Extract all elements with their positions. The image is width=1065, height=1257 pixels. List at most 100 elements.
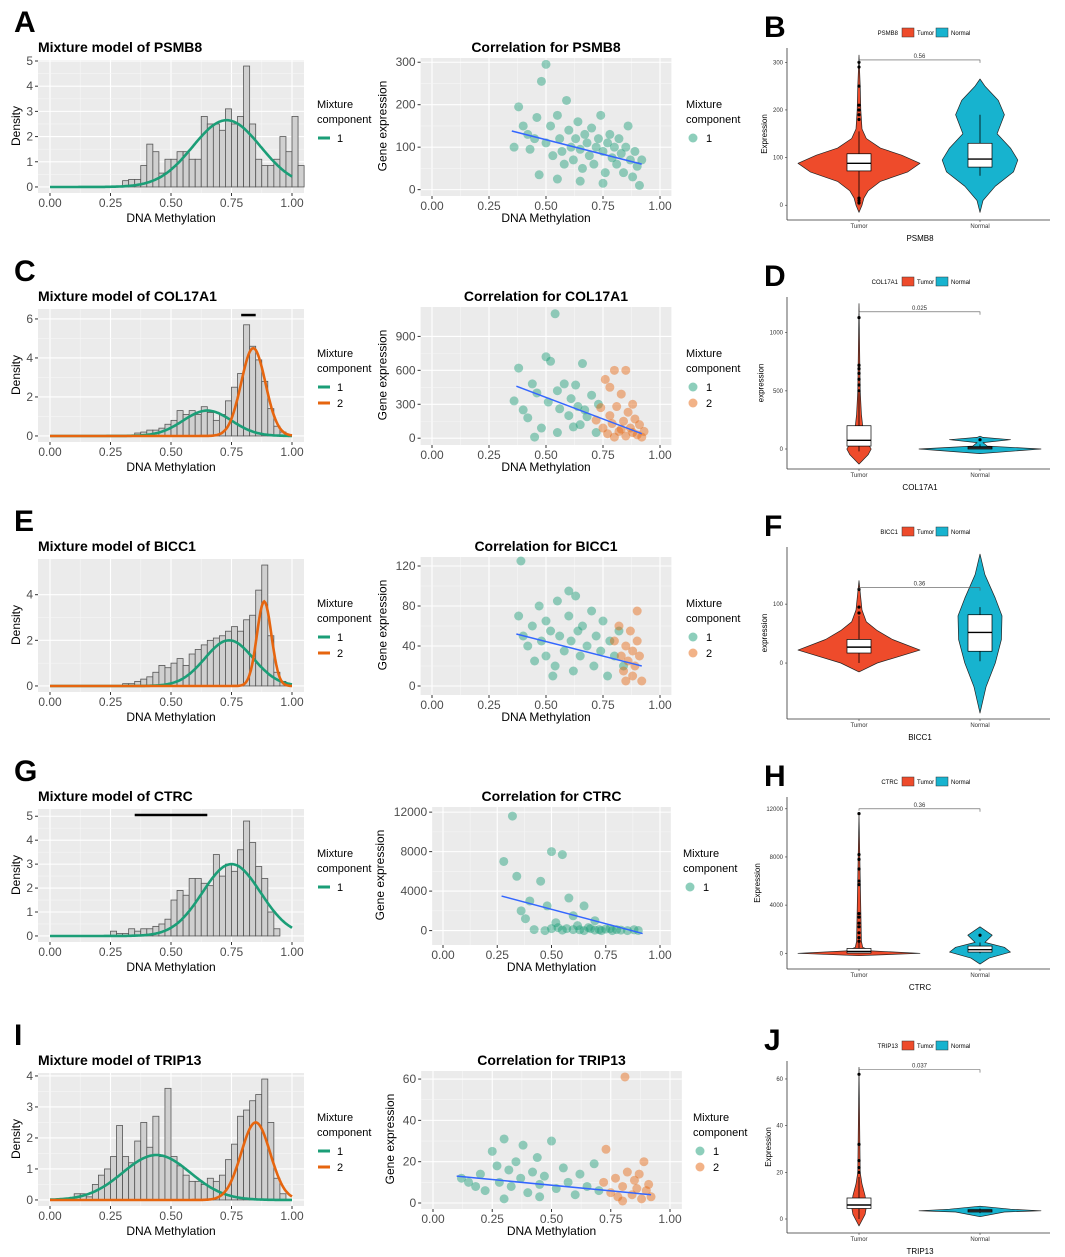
expression-violin-panel: 0 4000 8000 12000 Expression Tumor Normal 0.36 C… — [753, 776, 1050, 992]
expression-violin-panel: 0 100 200 300 Expression Tumor Normal 0.56 PSMB8… — [760, 27, 1050, 243]
legend-label: 2 — [706, 398, 712, 410]
y-tick-label: 0 — [780, 1217, 784, 1223]
x-axis-label: BICC1 — [908, 733, 932, 742]
legend-title: TRIP13 — [878, 1044, 899, 1050]
legend-key-normal — [935, 1040, 949, 1051]
scatter-point — [540, 926, 550, 936]
histogram-bar — [267, 165, 275, 188]
legend-label: 1 — [337, 632, 343, 644]
histogram-bar — [188, 1180, 196, 1201]
scatter-point — [619, 168, 629, 178]
legend-label: Normal — [951, 780, 970, 786]
scatter-point — [613, 1192, 623, 1202]
y-tick-label: 600 — [396, 363, 416, 377]
scatter-point — [590, 925, 600, 935]
y-axis-label: Density — [9, 355, 23, 395]
x-tick-label: Tumor — [850, 224, 867, 230]
y-axis-label: Expression — [753, 863, 762, 903]
scatter-point — [600, 168, 610, 178]
hist-title: Mixture model of CTRC — [38, 788, 193, 804]
scatter-point — [518, 1140, 528, 1150]
scatter-point — [639, 1157, 649, 1167]
y-tick-label: 4 — [26, 351, 33, 365]
histogram-bar — [158, 1156, 166, 1201]
scatter-point — [534, 170, 544, 180]
scatter-point — [550, 309, 560, 319]
scatter-point — [552, 174, 562, 184]
x-tick-label: 0.00 — [420, 199, 444, 213]
x-axis-label: DNA Methylation — [507, 1224, 596, 1238]
scatter-point — [619, 416, 629, 426]
histogram-bar — [231, 870, 238, 937]
legend-key-tumor — [901, 1040, 915, 1051]
x-tick-label: 1.00 — [648, 698, 672, 712]
mixture-histogram-panel: Mixture model of COL17A1 0.00 0.25 0.50 0.75… — [9, 288, 371, 474]
scatter-point — [564, 893, 574, 903]
scatter-point — [562, 95, 572, 105]
y-axis-label: Gene expression — [383, 1094, 397, 1185]
scatter-point — [547, 847, 556, 857]
x-tick-label: 0.25 — [99, 695, 123, 709]
x-tick-label: 1.00 — [648, 948, 672, 962]
x-axis-label: PSMB8 — [906, 234, 934, 243]
legend-label: Tumor — [917, 530, 934, 536]
outlier-point — [857, 377, 861, 381]
legend-point-key — [688, 398, 698, 408]
histogram-bar — [206, 885, 214, 937]
scatter-point — [536, 423, 546, 433]
scatter-point — [557, 146, 567, 156]
outlier-point — [857, 113, 861, 117]
scatter-point — [614, 621, 624, 631]
y-tick-label: 0 — [409, 431, 416, 445]
scatter-point — [589, 1159, 599, 1169]
histogram-bar — [194, 1180, 202, 1201]
scatter-point — [605, 382, 615, 392]
x-tick-label: 0.25 — [486, 948, 510, 962]
x-tick-label: Normal — [970, 1237, 989, 1243]
scatter-point — [596, 926, 606, 936]
box-iqr — [846, 948, 872, 954]
scatter-point — [535, 1192, 545, 1202]
histogram-bar — [291, 116, 299, 188]
y-tick-label: 20 — [403, 1155, 417, 1169]
scatter-point — [564, 586, 574, 596]
scatter-point — [577, 163, 587, 173]
y-tick-label: 3 — [26, 104, 33, 118]
y-tick-label: 6 — [26, 312, 33, 326]
scatter-point — [601, 1144, 611, 1154]
scatter-point — [605, 129, 615, 139]
scatter-point — [641, 1186, 651, 1196]
scatter-point — [516, 906, 526, 916]
scatter-point — [609, 365, 619, 375]
histogram-bar — [237, 630, 245, 687]
legend-title: component — [686, 613, 740, 625]
scatter-point — [634, 420, 644, 430]
y-tick-label: 1000 — [770, 331, 784, 337]
panel-letter: F — [764, 510, 782, 543]
scatter-point — [564, 125, 574, 135]
scatter-point — [559, 646, 569, 656]
panel-letter: G — [14, 755, 37, 788]
histogram-bar — [182, 1174, 190, 1201]
scatter-point — [601, 924, 611, 934]
scatter-point — [632, 636, 642, 646]
outlier-point — [857, 931, 861, 935]
scatter-point — [579, 926, 589, 936]
scatter-point — [598, 423, 608, 433]
x-tick-label: Tumor — [850, 1237, 867, 1243]
y-tick-label: 4000 — [400, 884, 427, 898]
x-tick-label: 1.00 — [648, 448, 672, 462]
expression-violin-panel: 0 100 expression Tumor Normal 0.36 BICC1 BICC1 T… — [760, 526, 1050, 742]
legend-title: Mixture — [317, 848, 353, 860]
histogram-bar — [206, 123, 214, 188]
scatter-point — [523, 1188, 533, 1198]
y-tick-label: 4 — [26, 833, 33, 847]
outlier-point — [857, 1170, 861, 1174]
scatter-point — [557, 850, 567, 860]
scatter-point — [609, 636, 619, 646]
legend-title: Mixture — [686, 99, 722, 111]
histogram-bar — [212, 123, 220, 188]
scatter-point — [573, 921, 583, 931]
outlier-point — [857, 117, 861, 122]
y-tick-label: 4000 — [770, 903, 784, 909]
